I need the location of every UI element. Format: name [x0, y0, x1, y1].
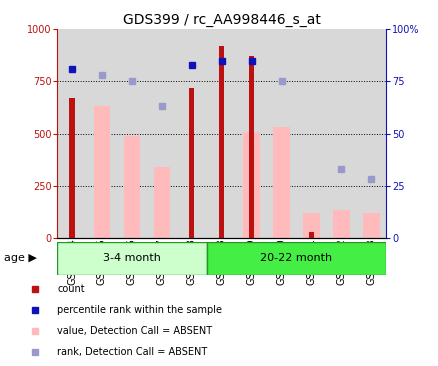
Bar	[303, 213, 319, 238]
Bar	[189, 88, 194, 238]
Text: rank, Detection Call = ABSENT: rank, Detection Call = ABSENT	[57, 347, 207, 357]
Bar	[243, 131, 259, 238]
Bar	[57, 29, 87, 238]
Bar	[356, 29, 385, 238]
Bar	[362, 213, 379, 238]
Bar	[147, 29, 177, 238]
Text: count: count	[57, 284, 85, 294]
Bar	[124, 136, 140, 238]
Text: value, Detection Call = ABSENT: value, Detection Call = ABSENT	[57, 326, 212, 336]
Text: 20-22 month: 20-22 month	[260, 253, 332, 263]
Bar	[248, 56, 254, 238]
Bar	[332, 210, 349, 238]
Bar	[57, 242, 206, 274]
Text: percentile rank within the sample: percentile rank within the sample	[57, 305, 222, 315]
Title: GDS399 / rc_AA998446_s_at: GDS399 / rc_AA998446_s_at	[123, 13, 320, 27]
Text: age ▶: age ▶	[4, 253, 37, 263]
Bar	[153, 167, 170, 238]
Bar	[177, 29, 206, 238]
Bar	[87, 29, 117, 238]
Bar	[236, 29, 266, 238]
Bar	[206, 29, 236, 238]
Bar	[266, 29, 296, 238]
Text: 3-4 month: 3-4 month	[103, 253, 160, 263]
Bar	[94, 107, 110, 238]
Bar	[273, 127, 289, 238]
Bar	[296, 29, 326, 238]
Bar	[308, 232, 314, 238]
Bar	[69, 98, 74, 238]
Bar	[206, 242, 385, 274]
Bar	[219, 46, 224, 238]
Bar	[326, 29, 356, 238]
Bar	[117, 29, 147, 238]
